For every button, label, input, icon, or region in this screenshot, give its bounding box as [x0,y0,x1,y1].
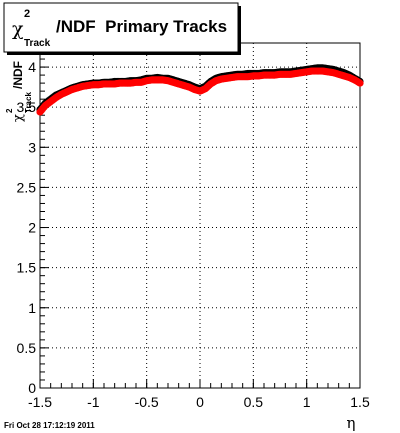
y-tick-label: 3.5 [17,99,37,115]
title-text: /NDF Primary Tracks [56,17,227,36]
ylabel-superscript: 2 [5,108,14,113]
y-tick-label: 2 [28,220,36,236]
y-tick-label: 0.5 [17,340,37,356]
x-axis-label: η [347,414,356,432]
x-tick-label: 1 [303,394,311,410]
y-tick-label: 1.5 [17,260,37,276]
title-box-shadow-bottom [7,52,241,55]
x-tick-label: 1.5 [350,394,370,410]
x-tick-label: -1 [87,394,100,410]
x-tick-label: 0.5 [244,394,264,410]
x-tick-label: -1.5 [28,394,52,410]
title-box-shadow [238,6,241,55]
data-point [356,79,364,87]
ylabel-symbol: χ [11,114,26,122]
x-tick-labels: -1.5 -1 -0.5 0 0.5 1 1.5 [28,394,370,410]
y-tick-labels: 0 0.5 1 1.5 2 2.5 3 3.5 4 [17,59,37,396]
title-box: χ 2 Track /NDF Primary Tracks [3,2,241,55]
timestamp: Fri Oct 28 17:12:19 2011 [4,421,95,430]
grid [40,43,360,388]
y-tick-label: 0 [28,380,36,396]
series-1 [36,67,364,116]
y-tick-label: 3 [28,139,36,155]
title-superscript: 2 [24,8,30,20]
title-symbol: χ [12,18,24,40]
tick-marks [39,42,361,389]
ylabel-text: /NDF [11,61,25,89]
y-axis-label: χ 2 Track /NDF [5,61,33,122]
title-subscript: Track [24,38,51,49]
x-tick-label: 0 [196,394,204,410]
data-series [36,64,364,116]
y-tick-label: 4 [28,59,36,75]
x-tick-label: -0.5 [135,394,159,410]
y-tick-label: 2.5 [17,179,37,195]
ylabel-subscript: Track [24,92,33,113]
y-tick-label: 1 [28,300,36,316]
